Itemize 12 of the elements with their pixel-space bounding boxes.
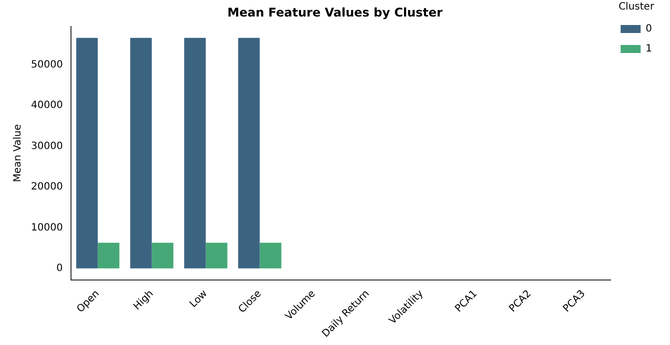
x-tick-label: Low (188, 288, 210, 310)
y-tick-label: 50000 (31, 59, 63, 70)
chart-title: Mean Feature Values by Cluster (227, 5, 443, 20)
y-tick-label: 40000 (31, 100, 63, 112)
y-axis-title: Mean Value (12, 124, 24, 182)
legend-title: Cluster (618, 2, 655, 13)
legend-label: 1 (646, 44, 652, 55)
y-tick-label: 0 (56, 262, 63, 274)
legend-label: 0 (646, 24, 652, 35)
y-tick-label: 30000 (31, 140, 63, 152)
y-tick-label: 10000 (31, 222, 63, 234)
y-tick-label: 20000 (31, 182, 63, 193)
